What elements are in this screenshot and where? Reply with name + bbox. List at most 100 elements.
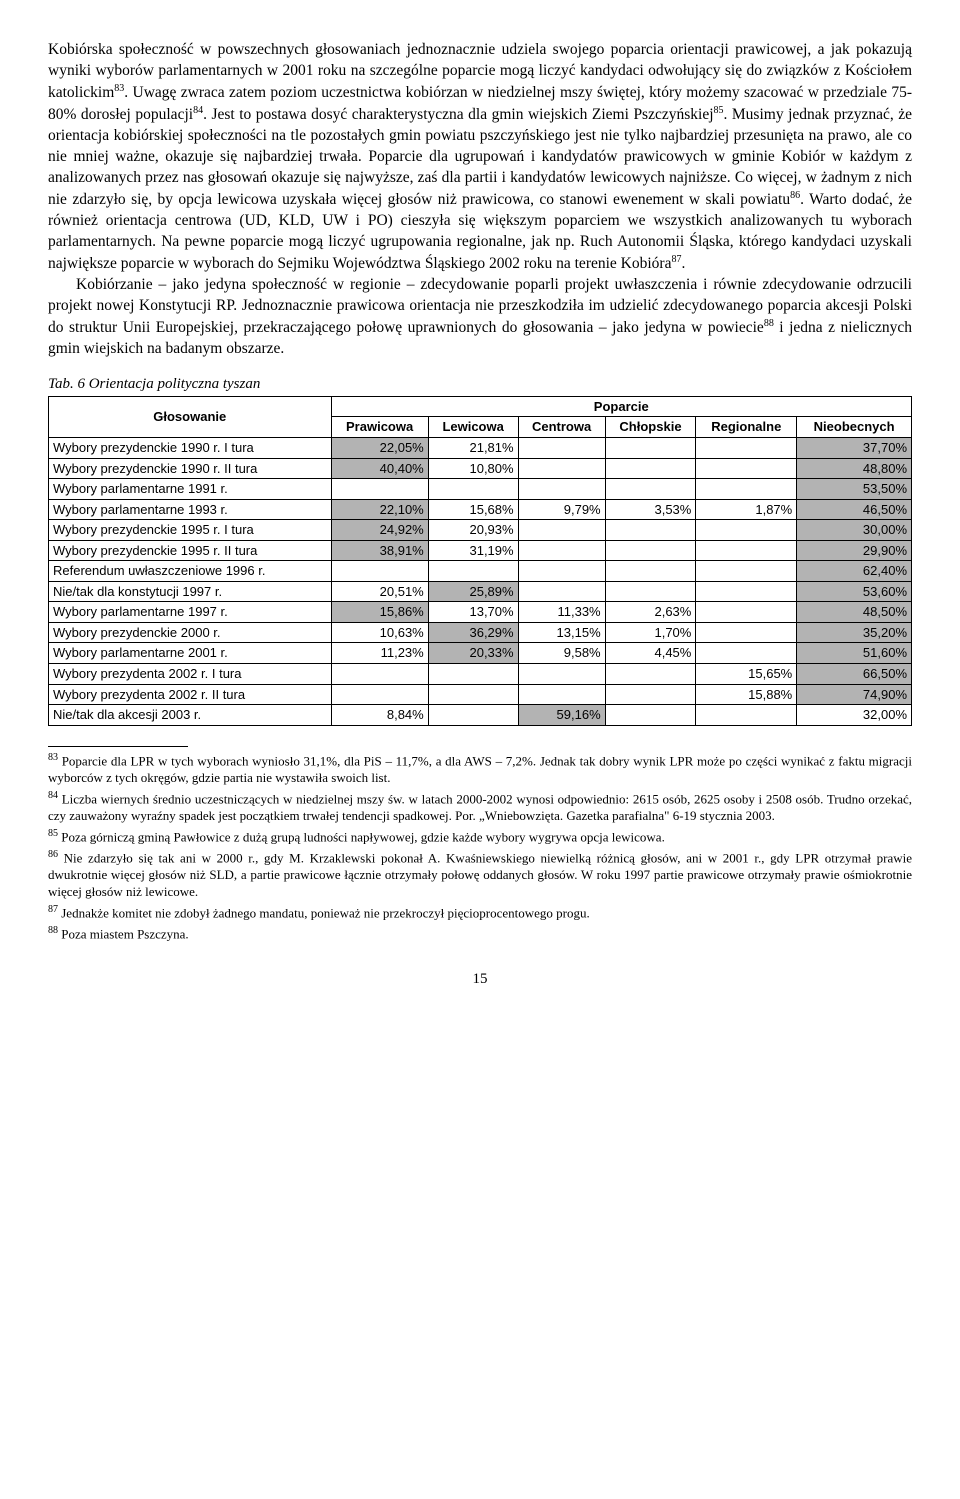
cell-value (605, 458, 696, 479)
row-label: Wybory prezydenckie 1995 r. II tura (49, 540, 332, 561)
table-row: Wybory parlamentarne 1993 r.22,10%15,68%… (49, 499, 912, 520)
footnotes-block: 83 Poparcie dla LPR w tych wyborach wyni… (48, 746, 912, 944)
footnote-ref-84: 84 (193, 105, 203, 116)
cell-value: 9,79% (518, 499, 605, 520)
cell-value (428, 705, 518, 726)
row-label: Nie/tak dla konstytucji 1997 r. (49, 581, 332, 602)
cell-value (605, 437, 696, 458)
cell-value (428, 561, 518, 582)
cell-value (428, 479, 518, 500)
table-row: Wybory parlamentarne 1997 r.15,86%13,70%… (49, 602, 912, 623)
cell-value: 13,15% (518, 622, 605, 643)
cell-value: 1,70% (605, 622, 696, 643)
footnote-text: Jednakże komitet nie zdobył żadnego mand… (58, 905, 590, 920)
cell-value: 22,10% (331, 499, 428, 520)
cell-value: 11,33% (518, 602, 605, 623)
cell-value (518, 520, 605, 541)
cell-value: 20,93% (428, 520, 518, 541)
cell-value (518, 540, 605, 561)
body-text: . (681, 255, 685, 272)
footnote-text: Poza górniczą gminą Pawłowice z dużą gru… (58, 829, 665, 844)
table-row: Wybory prezydenta 2002 r. I tura15,65%66… (49, 663, 912, 684)
cell-value (605, 684, 696, 705)
cell-value: 37,70% (797, 437, 912, 458)
cell-value (696, 540, 797, 561)
cell-value (605, 561, 696, 582)
row-label: Wybory parlamentarne 1993 r. (49, 499, 332, 520)
cell-value: 4,45% (605, 643, 696, 664)
row-label: Wybory prezydenta 2002 r. I tura (49, 663, 332, 684)
table-row: Referendum uwłaszczeniowe 1996 r.62,40% (49, 561, 912, 582)
cell-value (696, 437, 797, 458)
cell-value (696, 581, 797, 602)
table-row: Wybory prezydenta 2002 r. II tura15,88%7… (49, 684, 912, 705)
table-row: Wybory parlamentarne 2001 r.11,23%20,33%… (49, 643, 912, 664)
cell-value: 10,63% (331, 622, 428, 643)
col-header-nieobecnych: Nieobecnych (797, 417, 912, 438)
cell-value: 15,88% (696, 684, 797, 705)
data-table: Głosowanie Poparcie Prawicowa Lewicowa C… (48, 396, 912, 726)
cell-value: 62,40% (797, 561, 912, 582)
footnote-85: 85 Poza górniczą gminą Pawłowice z dużą … (48, 827, 912, 846)
row-label: Wybory prezydenckie 1995 r. I tura (49, 520, 332, 541)
footnote-ref-85: 85 (714, 105, 724, 116)
cell-value: 11,23% (331, 643, 428, 664)
row-label: Wybory prezydenckie 2000 r. (49, 622, 332, 643)
col-header-poparcie: Poparcie (331, 396, 911, 417)
cell-value: 15,68% (428, 499, 518, 520)
cell-value: 59,16% (518, 705, 605, 726)
cell-value: 30,00% (797, 520, 912, 541)
cell-value: 31,19% (428, 540, 518, 561)
footnote-ref-88: 88 (764, 318, 774, 329)
table-row: Wybory prezydenckie 1995 r. II tura38,91… (49, 540, 912, 561)
row-label: Wybory prezydenckie 1990 r. II tura (49, 458, 332, 479)
cell-value: 46,50% (797, 499, 912, 520)
table-row: Wybory prezydenckie 2000 r.10,63%36,29%1… (49, 622, 912, 643)
cell-value: 20,51% (331, 581, 428, 602)
cell-value (331, 684, 428, 705)
cell-value (518, 561, 605, 582)
cell-value (696, 622, 797, 643)
footnote-text: Poza miastem Pszczyna. (58, 927, 189, 942)
cell-value: 53,60% (797, 581, 912, 602)
cell-value: 9,58% (518, 643, 605, 664)
footnote-88: 88 Poza miastem Pszczyna. (48, 924, 912, 943)
cell-value: 2,63% (605, 602, 696, 623)
footnote-ref-83: 83 (114, 83, 124, 94)
row-label: Wybory parlamentarne 1991 r. (49, 479, 332, 500)
cell-value: 1,87% (696, 499, 797, 520)
row-label: Wybory prezydenckie 1990 r. I tura (49, 437, 332, 458)
cell-value (518, 458, 605, 479)
cell-value (605, 520, 696, 541)
cell-value: 29,90% (797, 540, 912, 561)
cell-value: 22,05% (331, 437, 428, 458)
table-row: Nie/tak dla konstytucji 1997 r.20,51%25,… (49, 581, 912, 602)
row-label: Wybory parlamentarne 1997 r. (49, 602, 332, 623)
col-header-lewicowa: Lewicowa (428, 417, 518, 438)
table-caption: Tab. 6 Orientacja polityczna tyszan (48, 374, 912, 394)
cell-value (605, 705, 696, 726)
cell-value: 15,65% (696, 663, 797, 684)
col-header-chlopskie: Chłopskie (605, 417, 696, 438)
cell-value: 21,81% (428, 437, 518, 458)
footnote-83: 83 Poparcie dla LPR w tych wyborach wyni… (48, 751, 912, 787)
page-number: 15 (48, 969, 912, 989)
footnote-text: Poparcie dla LPR w tych wyborach wyniosł… (48, 753, 912, 785)
footnote-text: Nie zdarzyło się tak ani w 2000 r., gdy … (48, 850, 912, 899)
cell-value (696, 705, 797, 726)
cell-value (518, 479, 605, 500)
cell-value (428, 663, 518, 684)
col-header-centrowa: Centrowa (518, 417, 605, 438)
table-row: Wybory prezydenckie 1990 r. I tura22,05%… (49, 437, 912, 458)
cell-value (696, 561, 797, 582)
paragraph-1: Kobiórska społeczność w powszechnych gło… (48, 40, 912, 275)
cell-value: 48,50% (797, 602, 912, 623)
cell-value: 74,90% (797, 684, 912, 705)
cell-value (518, 663, 605, 684)
cell-value (605, 540, 696, 561)
footnote-text: Liczba wiernych średnio uczestniczących … (48, 791, 912, 823)
footnote-86: 86 Nie zdarzyło się tak ani w 2000 r., g… (48, 848, 912, 901)
footnote-87: 87 Jednakże komitet nie zdobył żadnego m… (48, 903, 912, 922)
table-row: Wybory prezydenckie 1995 r. I tura24,92%… (49, 520, 912, 541)
cell-value (331, 561, 428, 582)
